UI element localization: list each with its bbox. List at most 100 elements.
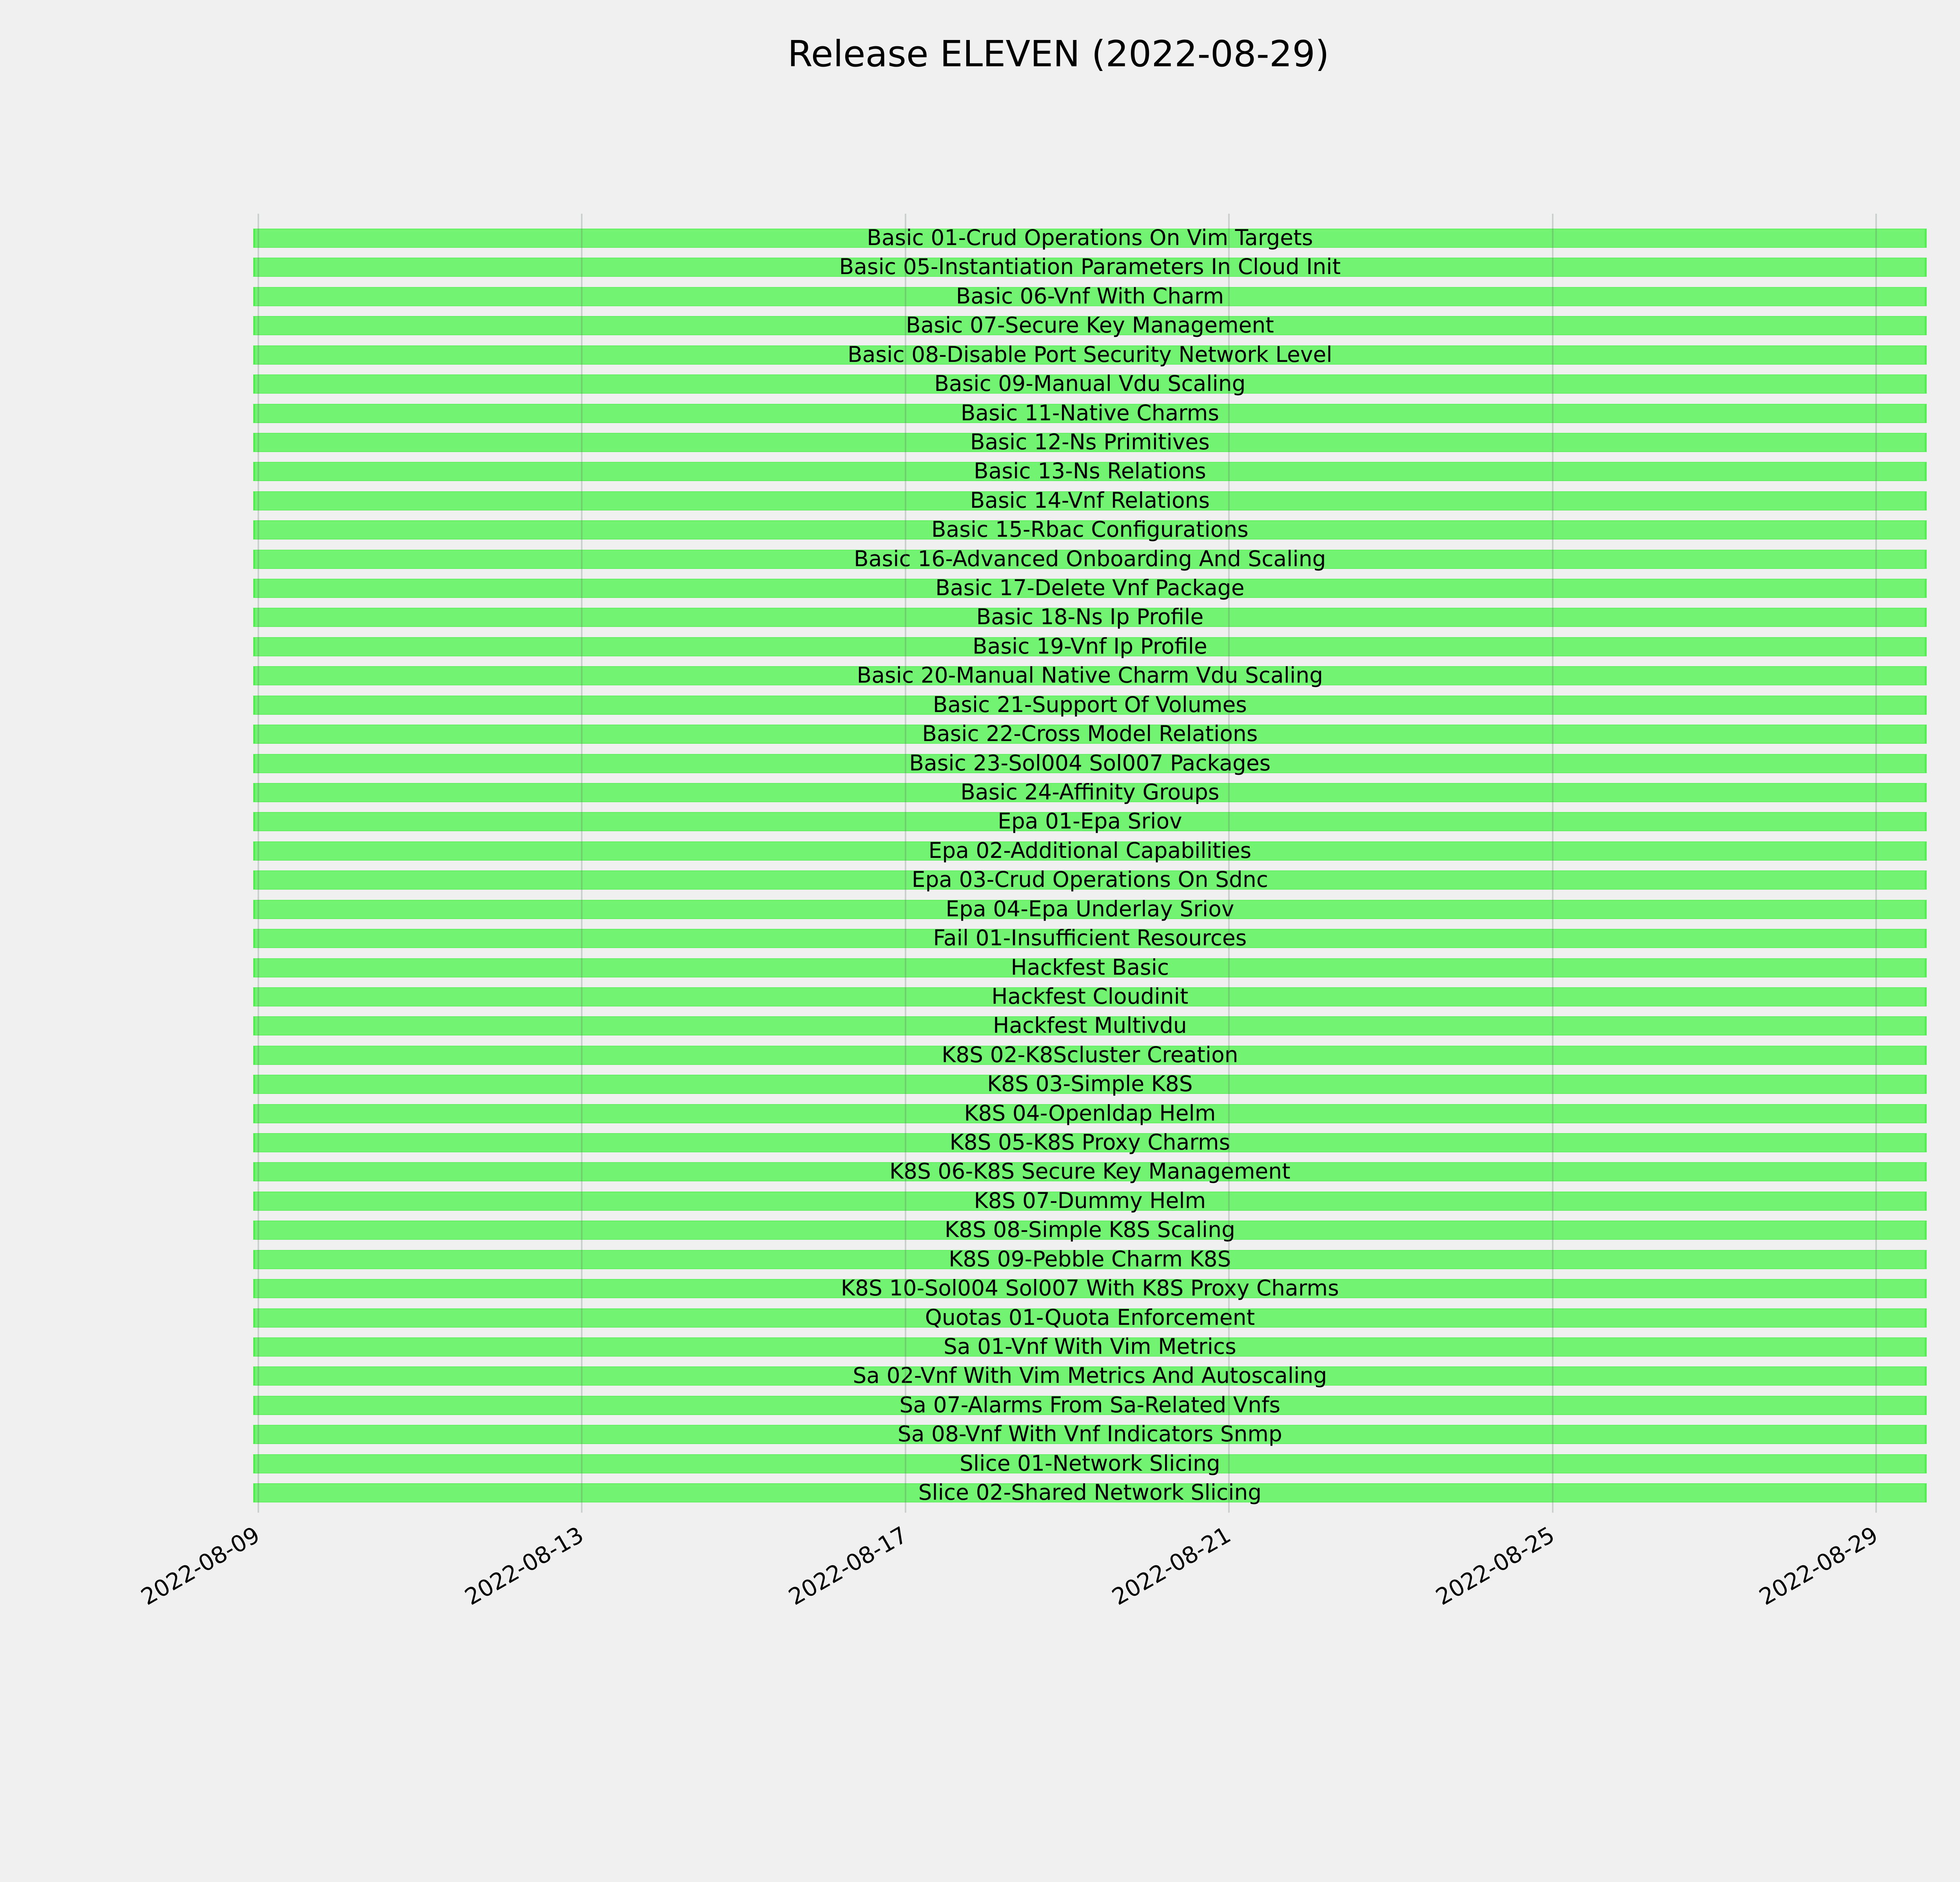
gantt-bar: Basic 09-Manual Vdu Scaling xyxy=(253,371,1927,396)
gantt-bar: Basic 06-Vnf With Charm xyxy=(253,283,1927,309)
bar-label: Sa 08-Vnf With Vnf Indicators Snmp xyxy=(897,1421,1282,1447)
x-tick-label: 2022-08-13 xyxy=(460,1521,588,1611)
gantt-bar: Epa 01-Epa Sriov xyxy=(253,808,1927,834)
bar-label: K8S 10-Sol004 Sol007 With K8S Proxy Char… xyxy=(841,1275,1339,1301)
bar-label: Hackfest Cloudinit xyxy=(991,983,1189,1009)
gantt-bar: K8S 08-Simple K8S Scaling xyxy=(253,1217,1927,1243)
gantt-bar: Basic 05-Instantiation Parameters In Clo… xyxy=(253,254,1927,280)
gantt-bar: K8S 03-Simple K8S xyxy=(253,1071,1927,1097)
bar-label: K8S 09-Pebble Charm K8S xyxy=(949,1246,1231,1272)
gantt-bar: Basic 24-Affinity Groups xyxy=(253,779,1927,805)
x-tick-label: 2022-08-17 xyxy=(784,1521,912,1611)
gantt-bar: Basic 15-Rbac Configurations xyxy=(253,517,1927,542)
gantt-bar: Basic 14-Vnf Relations xyxy=(253,487,1927,513)
gantt-bar: Basic 16-Advanced Onboarding And Scaling xyxy=(253,546,1927,571)
gantt-bar: Basic 11-Native Charms xyxy=(253,400,1927,425)
bar-label: Sa 07-Alarms From Sa-Related Vnfs xyxy=(899,1392,1281,1417)
bar-label: K8S 03-Simple K8S xyxy=(987,1071,1193,1097)
x-gridline xyxy=(581,214,583,1513)
bar-label: Epa 02-Additional Capabilities xyxy=(928,837,1252,863)
gantt-bar: Hackfest Multivdu xyxy=(253,1013,1927,1038)
bar-label: Hackfest Multivdu xyxy=(993,1013,1187,1038)
gantt-bar: Sa 02-Vnf With Vim Metrics And Autoscali… xyxy=(253,1363,1927,1388)
gantt-bar: K8S 07-Dummy Helm xyxy=(253,1188,1927,1213)
gantt-bar: Basic 22-Cross Model Relations xyxy=(253,721,1927,747)
bar-label: Basic 06-Vnf With Charm xyxy=(956,283,1224,309)
bar-label: Epa 01-Epa Sriov xyxy=(998,808,1182,834)
gantt-bar: Basic 01-Crud Operations On Vim Targets xyxy=(253,225,1927,250)
x-gridline xyxy=(257,214,259,1513)
gantt-bar: Basic 18-Ns Ip Profile xyxy=(253,604,1927,630)
chart-title: Release ELEVEN (2022-08-29) xyxy=(788,33,1329,75)
bar-label: Basic 01-Crud Operations On Vim Targets xyxy=(867,225,1313,250)
bar-label: Basic 18-Ns Ip Profile xyxy=(976,604,1204,630)
bar-label: Basic 24-Affinity Groups xyxy=(960,779,1220,805)
gantt-bar: Basic 23-Sol004 Sol007 Packages xyxy=(253,750,1927,776)
bar-label: Basic 17-Delete Vnf Package xyxy=(935,575,1245,601)
gantt-bar: Quotas 01-Quota Enforcement xyxy=(253,1304,1927,1330)
gantt-bar: Fail 01-Insufficient Resources xyxy=(253,925,1927,951)
gantt-bar: Hackfest Basic xyxy=(253,954,1927,980)
x-tick-label: 2022-08-21 xyxy=(1107,1521,1236,1611)
gantt-bar: K8S 09-Pebble Charm K8S xyxy=(253,1246,1927,1272)
bar-label: Basic 21-Support Of Volumes xyxy=(933,692,1247,717)
bar-label: Sa 02-Vnf With Vim Metrics And Autoscali… xyxy=(853,1363,1327,1388)
bar-label: Sa 01-Vnf With Vim Metrics xyxy=(943,1333,1236,1359)
bar-label: K8S 06-K8S Secure Key Management xyxy=(889,1159,1290,1184)
gantt-bar: Sa 01-Vnf With Vim Metrics xyxy=(253,1333,1927,1359)
x-tick-label: 2022-08-25 xyxy=(1431,1521,1559,1611)
gantt-bar: Basic 13-Ns Relations xyxy=(253,458,1927,484)
bar-label: K8S 02-K8Scluster Creation xyxy=(942,1042,1238,1067)
gantt-bar: K8S 04-Openldap Helm xyxy=(253,1100,1927,1126)
gantt-bar: Epa 04-Epa Underlay Sriov xyxy=(253,896,1927,921)
bar-label: K8S 08-Simple K8S Scaling xyxy=(944,1217,1235,1243)
gantt-bar: Basic 17-Delete Vnf Package xyxy=(253,575,1927,601)
bar-label: Fail 01-Insufficient Resources xyxy=(933,925,1247,951)
bar-label: Basic 19-Vnf Ip Profile xyxy=(973,633,1207,659)
x-gridline xyxy=(1552,214,1553,1513)
gantt-bar: Basic 07-Secure Key Management xyxy=(253,312,1927,338)
gantt-bar: Sa 08-Vnf With Vnf Indicators Snmp xyxy=(253,1421,1927,1447)
bar-label: Basic 20-Manual Native Charm Vdu Scaling xyxy=(857,663,1323,688)
bar-label: K8S 04-Openldap Helm xyxy=(964,1100,1216,1126)
gantt-bar: K8S 02-K8Scluster Creation xyxy=(253,1042,1927,1067)
x-gridline xyxy=(1875,214,1877,1513)
bar-label: Basic 07-Secure Key Management xyxy=(906,312,1274,338)
gantt-bar: Epa 02-Additional Capabilities xyxy=(253,837,1927,863)
bar-label: Hackfest Basic xyxy=(1011,954,1169,980)
bar-label: K8S 05-K8S Proxy Charms xyxy=(949,1130,1230,1155)
gantt-bar: Basic 20-Manual Native Charm Vdu Scaling xyxy=(253,663,1927,688)
bar-label: Basic 22-Cross Model Relations xyxy=(922,721,1258,747)
bar-label: Epa 03-Crud Operations On Sdnc xyxy=(911,867,1269,892)
bar-label: Basic 23-Sol004 Sol007 Packages xyxy=(909,750,1271,776)
bar-label: Basic 16-Advanced Onboarding And Scaling xyxy=(854,546,1326,571)
bar-label: Epa 04-Epa Underlay Sriov xyxy=(946,896,1234,921)
gantt-bar: K8S 05-K8S Proxy Charms xyxy=(253,1130,1927,1155)
bar-label: Quotas 01-Quota Enforcement xyxy=(925,1304,1255,1330)
bar-label: Slice 01-Network Slicing xyxy=(960,1450,1220,1476)
bar-label: Basic 13-Ns Relations xyxy=(973,458,1206,484)
gantt-bar: Basic 21-Support Of Volumes xyxy=(253,692,1927,717)
bar-label: K8S 07-Dummy Helm xyxy=(974,1188,1206,1213)
bar-label: Basic 15-Rbac Configurations xyxy=(931,517,1249,542)
gantt-bar: Slice 01-Network Slicing xyxy=(253,1450,1927,1476)
gantt-bar: Basic 12-Ns Primitives xyxy=(253,429,1927,454)
bar-label: Basic 05-Instantiation Parameters In Clo… xyxy=(839,254,1341,280)
gantt-bar: K8S 06-K8S Secure Key Management xyxy=(253,1159,1927,1184)
bar-label: Basic 08-Disable Port Security Network L… xyxy=(848,342,1332,367)
x-gridline xyxy=(1228,214,1230,1513)
x-tick-label: 2022-08-09 xyxy=(136,1521,265,1611)
gantt-bar: Epa 03-Crud Operations On Sdnc xyxy=(253,867,1927,892)
bar-label: Slice 02-Shared Network Slicing xyxy=(918,1480,1262,1505)
bar-label: Basic 12-Ns Primitives xyxy=(970,429,1210,454)
gantt-bar: Sa 07-Alarms From Sa-Related Vnfs xyxy=(253,1392,1927,1417)
bar-label: Basic 09-Manual Vdu Scaling xyxy=(934,371,1246,396)
bar-label: Basic 11-Native Charms xyxy=(960,400,1220,425)
gantt-bar: K8S 10-Sol004 Sol007 With K8S Proxy Char… xyxy=(253,1275,1927,1301)
x-gridline xyxy=(904,214,906,1513)
gantt-bar: Basic 19-Vnf Ip Profile xyxy=(253,633,1927,659)
x-tick-label: 2022-08-29 xyxy=(1755,1521,1883,1611)
bar-label: Basic 14-Vnf Relations xyxy=(970,487,1210,513)
